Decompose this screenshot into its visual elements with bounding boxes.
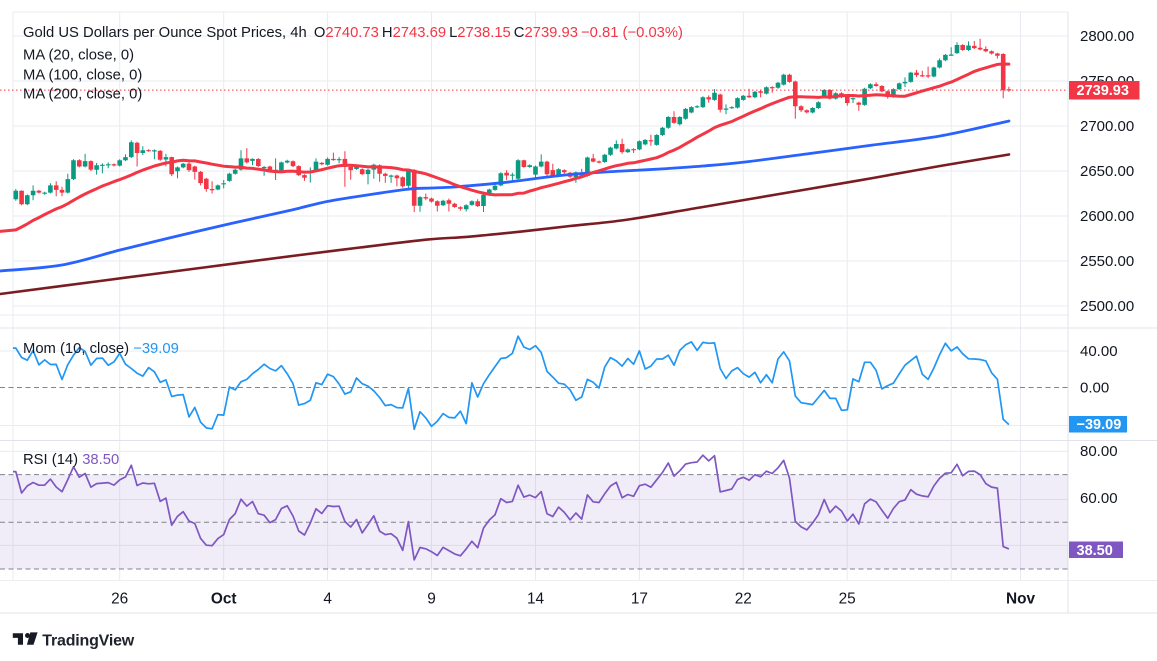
svg-text:2800.00: 2800.00: [1080, 28, 1134, 45]
svg-text:9: 9: [427, 591, 436, 608]
svg-text:17: 17: [631, 591, 648, 608]
svg-text:22: 22: [735, 591, 752, 608]
svg-text:26: 26: [111, 591, 128, 608]
svg-text:TradingView: TradingView: [42, 633, 135, 650]
svg-text:38.50: 38.50: [1077, 543, 1113, 559]
svg-text:Mom (10, close) −39.09: Mom (10, close) −39.09: [23, 341, 179, 357]
svg-text:0.00: 0.00: [1080, 380, 1109, 397]
svg-text:Gold US Dollars per Ounce Spot: Gold US Dollars per Ounce Spot Prices, 4…: [23, 25, 683, 41]
svg-text:−39.09: −39.09: [1077, 417, 1122, 433]
svg-text:60.00: 60.00: [1080, 490, 1118, 507]
svg-text:MA (20, close, 0): MA (20, close, 0): [23, 48, 134, 64]
svg-text:2500.00: 2500.00: [1080, 298, 1134, 315]
svg-text:Oct: Oct: [211, 591, 237, 608]
svg-text:Nov: Nov: [1006, 591, 1036, 608]
svg-text:2550.00: 2550.00: [1080, 253, 1134, 270]
svg-text:2700.00: 2700.00: [1080, 118, 1134, 135]
svg-text:80.00: 80.00: [1080, 443, 1118, 460]
svg-text:2600.00: 2600.00: [1080, 208, 1134, 225]
svg-text:2739.93: 2739.93: [1077, 83, 1129, 99]
svg-text:25: 25: [839, 591, 856, 608]
svg-text:MA (100, close, 0): MA (100, close, 0): [23, 68, 142, 84]
svg-text:RSI (14) 38.50: RSI (14) 38.50: [23, 452, 119, 468]
svg-text:MA (200, close, 0): MA (200, close, 0): [23, 87, 142, 103]
svg-text:40.00: 40.00: [1080, 343, 1118, 360]
svg-text:2650.00: 2650.00: [1080, 163, 1134, 180]
svg-text:4: 4: [323, 591, 332, 608]
svg-text:14: 14: [527, 591, 545, 608]
